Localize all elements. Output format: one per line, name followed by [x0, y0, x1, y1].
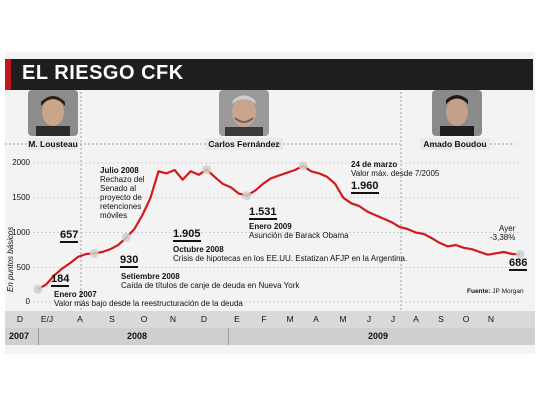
source-note: Fuente: JP Morgan [467, 288, 524, 295]
year-row [5, 328, 535, 345]
annotation-enero-2007: Enero 2007 Valor más bajo desde la reest… [54, 290, 243, 308]
month-label-16: O [462, 314, 470, 324]
series-line [37, 164, 521, 291]
year-2007: 2007 [9, 331, 30, 341]
y-tick-2000: 2000 [12, 158, 30, 167]
value-657: 657 [60, 229, 79, 243]
y-tick-500: 500 [16, 263, 30, 272]
marker-1960 [298, 161, 308, 171]
value-1905: 1.905 [173, 228, 201, 242]
annotation-ayer: Ayer -3,38% [490, 224, 515, 242]
annotation-setiembre-2008-title: Setiembre 2008 [121, 272, 180, 281]
annotation-enero-2009-text: Asunción de Barack Obama [249, 231, 349, 240]
month-label-9: M [286, 314, 294, 324]
annotation-julio-2008-line2: Senado al [100, 184, 137, 193]
month-label-5: N [169, 314, 177, 324]
boudou-label: Amado Boudou [420, 138, 490, 150]
fernandez-label: Carlos Fernández [205, 138, 283, 150]
month-label-11: M [339, 314, 347, 324]
fernandez-photo [219, 90, 269, 136]
marker-686 [515, 249, 525, 259]
annotation-octubre-2008-title: Octubre 2008 [173, 245, 224, 254]
lousteau-portrait-icon [28, 90, 78, 136]
year-2009: 2009 [368, 331, 389, 341]
annotation-octubre-2008: Octubre 2008 Crisis de hipotecas en los … [173, 245, 407, 263]
year-divider-2009 [228, 328, 229, 345]
value-184: 184 [51, 273, 70, 287]
month-label-0: D [16, 314, 24, 324]
source-text: JP Morgan [492, 288, 524, 295]
annotation-enero-2009-title: Enero 2009 [249, 222, 292, 231]
annotation-julio-2008: Julio 2008 Rechazo del Senado al proyect… [100, 166, 144, 220]
annotation-setiembre-2008-text: Caída de títulos de canje de deuda en Nu… [121, 281, 300, 290]
annotation-julio-2008-line3: proyecto de [100, 193, 142, 202]
value-930: 930 [120, 254, 139, 268]
year-divider-2008 [38, 328, 39, 345]
boudou-photo [432, 90, 482, 136]
annotation-24-marzo-text: Valor máx. desde 7/2005 [351, 169, 440, 178]
annotation-julio-2008-line5: móviles [100, 211, 128, 220]
source-label: Fuente: [467, 288, 491, 295]
annotation-ayer-text: -3,38% [490, 233, 516, 242]
lousteau-photo [28, 90, 78, 136]
y-tick-0: 0 [25, 297, 30, 306]
annotation-enero-2007-title: Enero 2007 [54, 290, 97, 299]
month-label-12: J [366, 314, 372, 324]
month-label-8: F [261, 314, 267, 324]
y-tick-1500: 1500 [12, 193, 30, 202]
month-label-15: S [438, 314, 444, 324]
month-row [5, 311, 535, 328]
annotation-24-marzo-title: 24 de marzo [351, 160, 398, 169]
annotation-julio-2008-line1: Rechazo del [100, 175, 145, 184]
month-label-7: E [234, 314, 240, 324]
title-band [5, 59, 533, 90]
year-2008: 2008 [127, 331, 148, 341]
boudou-portrait-icon [432, 90, 482, 136]
fernandez-portrait-icon [219, 90, 269, 136]
month-label-1: E/J [40, 314, 54, 324]
month-label-17: N [487, 314, 495, 324]
month-label-3: S [109, 314, 115, 324]
month-label-4: O [140, 314, 148, 324]
annotation-enero-2009: Enero 2009 Asunción de Barack Obama [249, 222, 349, 240]
annotation-setiembre-2008: Setiembre 2008 Caída de títulos de canje… [121, 272, 299, 290]
month-label-10: A [313, 314, 319, 324]
month-label-13: J [390, 314, 396, 324]
title-accent [5, 59, 11, 90]
month-label-2: A [77, 314, 83, 324]
lousteau-label: M. Lousteau [28, 138, 78, 150]
y-tick-1000: 1000 [12, 228, 30, 237]
value-686: 686 [509, 257, 528, 271]
chart-title: EL RIESGO CFK [22, 62, 184, 84]
annotation-octubre-2008-text: Crisis de hipotecas en los EE.UU. Estati… [173, 254, 408, 263]
marker-1531 [242, 191, 252, 201]
annotation-julio-2008-line4: retenciones [100, 202, 142, 211]
annotation-24-marzo: 24 de marzo Valor máx. desde 7/2005 [351, 160, 439, 178]
value-1960: 1.960 [351, 180, 379, 194]
value-1531: 1.531 [249, 206, 277, 220]
annotation-ayer-title: Ayer [499, 224, 516, 233]
annotation-enero-2007-text: Valor más bajo desde la reestructuración… [54, 299, 243, 308]
month-label-14: A [413, 314, 419, 324]
marker-184 [33, 284, 43, 294]
marker-930 [121, 232, 131, 242]
marker-657 [89, 248, 99, 258]
annotation-julio-2008-title: Julio 2008 [100, 166, 139, 175]
month-label-6: D [200, 314, 208, 324]
marker-1905 [202, 165, 212, 175]
